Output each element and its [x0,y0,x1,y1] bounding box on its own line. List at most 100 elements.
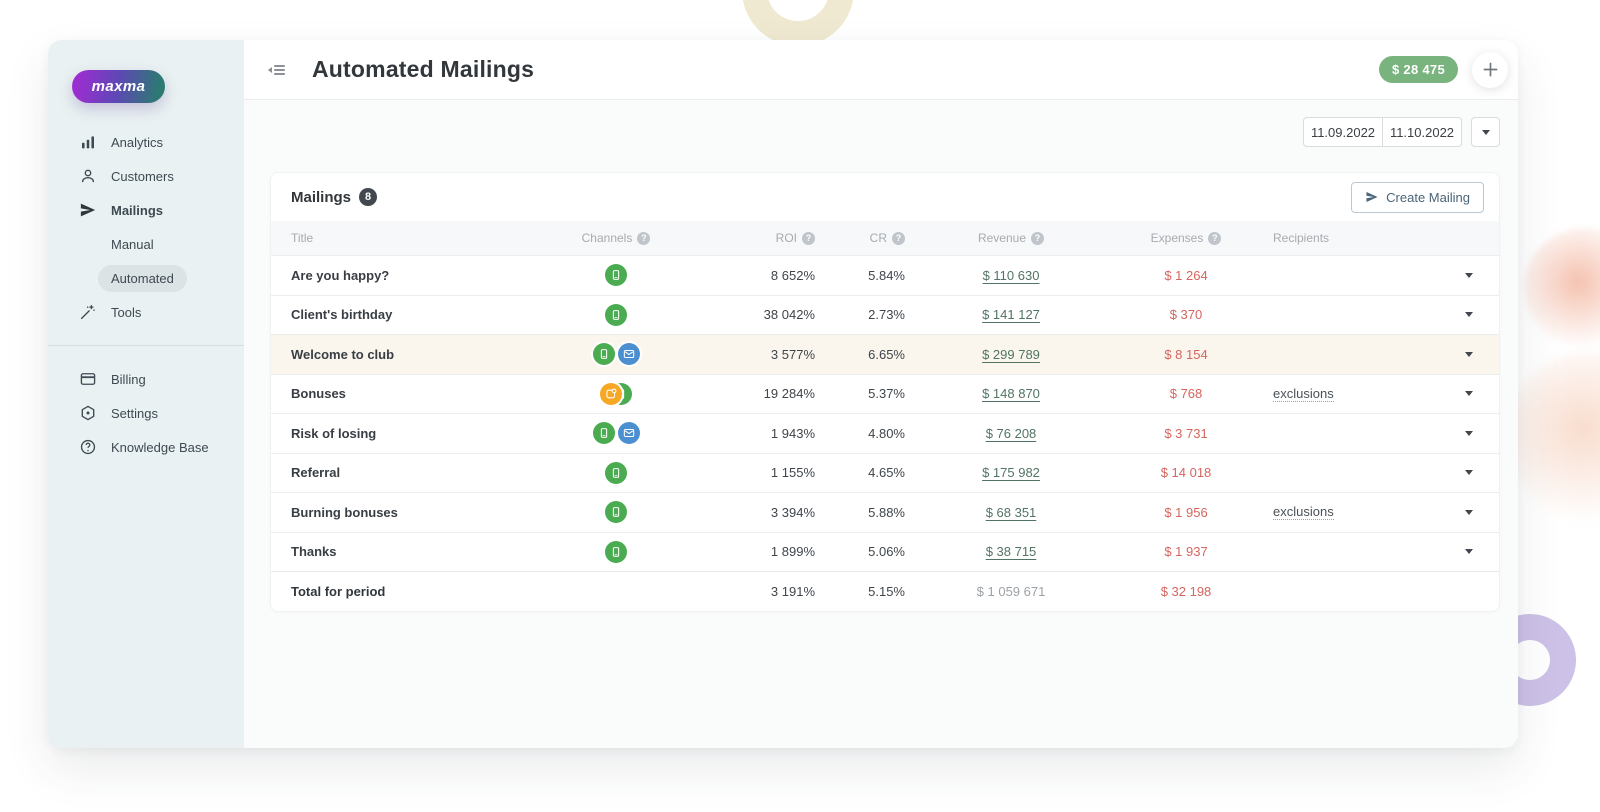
decor-blob-pink [1506,352,1600,522]
sms-channel-icon [605,540,627,563]
help-icon[interactable]: ? [892,231,905,245]
table-row[interactable]: Are you happy? 8 652% 5.84% $ 110 630 $ 1 26… [271,255,1499,295]
revenue-link[interactable]: $ 76 208 [985,425,1037,441]
sidebar-item-manual[interactable]: Manual [48,227,244,261]
mailing-title-cell: Burning bonuses [271,493,531,532]
table-row[interactable]: Risk of losing 1 943% 4.80% $ 76 208 $ 3 731 [271,413,1499,453]
total-cr: 5.15% [868,584,905,599]
sidebar-item-knowledge-base[interactable]: Knowledge Base [48,430,244,464]
sidebar-item-tools[interactable]: Tools [48,295,244,329]
date-from-input[interactable]: 11.09.2022 [1303,117,1383,147]
false: 5.37% [868,386,905,402]
sidebar-item-label-selected: Automated [98,264,187,292]
revenue-link[interactable]: $ 38 715 [985,544,1037,560]
expand-cell [1401,335,1499,374]
revenue-cell: $ 148 870 [921,375,1101,414]
row-expand-caret[interactable] [1465,430,1473,436]
sidebar-item-billing[interactable]: Billing [48,362,244,396]
create-mailing-button[interactable]: Create Mailing [1351,181,1484,213]
revenue-link[interactable]: $ 299 789 [982,346,1040,362]
mailings-card-title: Mailings [291,188,352,206]
row-expand-caret[interactable] [1465,470,1473,476]
recipients-cell [1271,533,1401,572]
sidebar-item-label: Analytics [111,134,164,150]
row-expand-caret[interactable] [1465,312,1473,318]
false: 3 577% [770,346,815,362]
sidebar-item-automated[interactable]: Automated [48,261,244,295]
false: 6.65% [868,346,905,362]
table-row[interactable]: Welcome to club 3 577% 6.65% $ 299 789 $ 8 1… [271,334,1499,374]
mailing-title: Referral [291,465,341,481]
row-expand-caret[interactable] [1465,272,1473,278]
table-row[interactable]: Thanks 1 899% 5.06% $ 38 715 $ 1 937 [271,531,1499,572]
revenue-link[interactable]: $ 110 630 [982,267,1040,283]
date-range-dropdown[interactable] [1471,117,1500,147]
table-total-row: Total for period 3 191% 5.15% $ 1 059 67… [271,571,1499,611]
sidebar-item-mailings[interactable]: Mailings [48,193,244,227]
help-icon[interactable]: ? [1208,231,1222,245]
logo[interactable]: maxma [72,70,165,103]
expenses-value: $ 3 731 [1164,425,1208,441]
exclusions-link[interactable]: exclusions [1273,385,1334,402]
channels-cell [531,454,701,493]
revenue-link[interactable]: $ 68 351 [985,504,1037,520]
sidebar-item-label: Tools [111,304,142,320]
help-icon[interactable]: ? [802,231,815,245]
plus-icon [1483,62,1497,77]
help-icon[interactable]: ? [1031,231,1045,245]
column-header-recipients: Recipients [1273,231,1330,245]
mailing-title-cell: Are you happy? [271,256,531,295]
table-row[interactable]: Burning bonuses 3 394% 5.88% $ 68 351 $ 1 95… [271,492,1499,532]
row-expand-caret[interactable] [1465,351,1473,357]
table-row[interactable]: Referral 1 155% 4.65% $ 175 982 $ 14 018 [271,452,1499,493]
cr-cell: 5.88% [821,493,921,532]
expand-cell [1401,256,1499,295]
row-expand-caret[interactable] [1465,391,1473,397]
balance-badge[interactable]: $ 28 475 [1378,56,1458,83]
roi-cell: 1 155% [701,454,821,493]
bar-chart-icon [79,133,97,151]
column-header-channels: Channels? [531,221,701,255]
paper-plane-icon [1366,192,1378,202]
expenses-cell: $ 3 731 [1101,414,1271,453]
revenue-link[interactable]: $ 141 127 [982,307,1040,323]
false: 1 943% [770,425,815,441]
add-button[interactable] [1472,51,1508,88]
row-expand-caret[interactable] [1465,549,1473,555]
roi-cell: 3 394% [701,493,821,532]
revenue-cell: $ 76 208 [921,414,1101,453]
expenses-value: $ 1 956 [1164,504,1208,520]
exclusions-link[interactable]: exclusions [1273,504,1334,521]
email-channel-icon [617,422,640,445]
expand-cell [1401,454,1499,493]
help-icon[interactable]: ? [637,231,651,245]
recipients-cell [1271,296,1401,335]
expenses-value: $ 1 937 [1164,544,1208,560]
topbar: Automated Mailings $ 28 475 [244,40,1518,100]
revenue-link[interactable]: $ 175 982 [982,465,1040,481]
app-window: maxma Analytics Customers Mailings [48,40,1518,748]
false: 3 394% [770,504,815,520]
channels-cell [531,256,701,295]
false: 5.06% [868,544,905,560]
false: 1 155% [770,465,815,481]
date-filter: 11.09.2022 11.10.2022 [270,117,1500,147]
channels-cell [531,533,701,572]
date-to-input[interactable]: 11.10.2022 [1382,117,1462,147]
revenue-cell: $ 110 630 [921,256,1101,295]
sidebar-item-customers[interactable]: Customers [48,159,244,193]
decor-blob-pink [1524,228,1600,348]
mailing-title-cell: Welcome to club [271,335,531,374]
content: 11.09.2022 11.10.2022 Mailings 8 Create … [244,100,1518,748]
roi-cell: 1 943% [701,414,821,453]
sidebar-item-label: Customers [111,168,174,184]
row-expand-caret[interactable] [1465,509,1473,515]
sidebar-collapse-icon[interactable] [266,60,286,80]
column-header-title: Title [291,231,314,245]
table-row[interactable]: Bonuses 19 284% 5.37% $ 148 870 $ 768 exclusi… [271,373,1499,414]
revenue-link[interactable]: $ 148 870 [982,386,1040,402]
sidebar-item-settings[interactable]: Settings [48,396,244,430]
table-row[interactable]: Client's birthday 38 042% 2.73% $ 141 127 $ … [271,294,1499,335]
expenses-cell: $ 14 018 [1101,454,1271,493]
sidebar-item-analytics[interactable]: Analytics [48,125,244,159]
